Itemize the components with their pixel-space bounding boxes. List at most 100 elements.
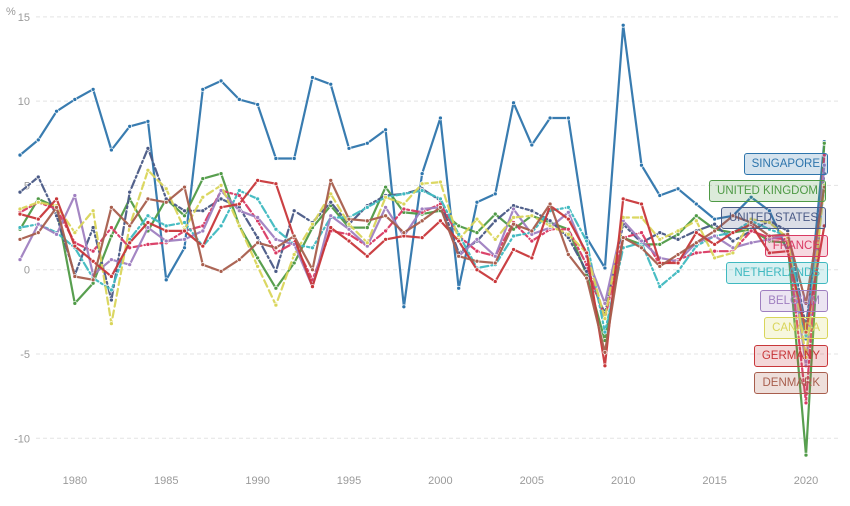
data-point xyxy=(602,329,608,335)
data-point xyxy=(17,206,23,212)
data-point xyxy=(401,191,407,197)
x-tick-label: 1995 xyxy=(337,475,361,487)
x-tick-label: 1980 xyxy=(63,475,87,487)
data-point xyxy=(90,86,96,92)
data-point xyxy=(456,223,462,229)
series-canada xyxy=(17,167,827,360)
legend-label: SINGAPORE xyxy=(743,153,828,175)
y-tick-label: 0 xyxy=(24,265,30,277)
data-point xyxy=(200,228,206,234)
data-point xyxy=(182,213,187,219)
data-point xyxy=(383,184,388,190)
data-point xyxy=(693,230,699,235)
series-line xyxy=(18,179,826,354)
data-point xyxy=(712,242,717,247)
data-point xyxy=(182,228,187,234)
data-point xyxy=(547,115,553,121)
data-point xyxy=(346,216,352,222)
data-point xyxy=(328,199,334,205)
data-point xyxy=(109,297,114,303)
data-point xyxy=(109,233,114,239)
data-point xyxy=(236,201,242,207)
x-tick-label: 2010 xyxy=(611,475,635,487)
data-point xyxy=(511,215,516,220)
data-point xyxy=(639,215,644,220)
data-point xyxy=(566,115,571,121)
data-point xyxy=(438,218,443,224)
data-point xyxy=(419,206,425,212)
data-point xyxy=(310,75,315,80)
data-point xyxy=(620,196,626,202)
x-tick-label: 1990 xyxy=(245,475,269,487)
data-point xyxy=(346,221,352,227)
data-point xyxy=(218,269,224,274)
data-point xyxy=(218,78,224,84)
data-point xyxy=(438,115,443,121)
data-point xyxy=(200,86,206,92)
data-point xyxy=(291,156,297,161)
data-point xyxy=(529,238,535,244)
data-point xyxy=(712,228,717,234)
data-point xyxy=(145,196,151,202)
data-point xyxy=(273,156,279,161)
data-point xyxy=(72,243,78,249)
data-point xyxy=(273,226,279,232)
data-point xyxy=(145,213,151,219)
data-point xyxy=(748,220,754,225)
data-point xyxy=(547,218,553,224)
data-point xyxy=(54,196,59,202)
data-point xyxy=(492,191,498,197)
data-point xyxy=(90,248,96,254)
data-point xyxy=(620,22,626,28)
data-point xyxy=(748,194,754,200)
data-point xyxy=(803,329,809,335)
data-point xyxy=(218,223,224,229)
legend-label: UNITED STATES xyxy=(720,207,826,229)
data-point xyxy=(767,208,772,214)
data-point xyxy=(90,258,96,264)
data-point xyxy=(693,213,699,219)
data-point xyxy=(182,208,187,214)
data-point xyxy=(328,178,334,183)
data-point xyxy=(584,250,590,256)
data-point xyxy=(511,206,516,212)
data-point xyxy=(255,255,260,261)
data-point xyxy=(547,201,553,207)
data-point xyxy=(291,208,297,214)
data-point xyxy=(291,233,297,239)
data-point xyxy=(236,97,242,102)
data-point xyxy=(72,301,78,306)
data-point xyxy=(511,247,516,252)
x-tick-label: 2020 xyxy=(794,475,818,487)
data-point xyxy=(109,147,114,153)
data-point xyxy=(438,179,443,185)
data-point xyxy=(602,265,608,271)
data-point xyxy=(492,211,498,217)
data-point xyxy=(273,181,279,187)
data-point xyxy=(511,233,516,239)
data-point xyxy=(474,216,480,222)
data-point xyxy=(346,226,352,232)
data-point xyxy=(273,237,279,242)
data-point xyxy=(145,119,151,124)
data-point xyxy=(346,238,352,244)
data-point xyxy=(675,252,681,257)
data-point xyxy=(364,240,370,246)
data-point xyxy=(401,230,407,235)
data-point xyxy=(730,230,736,235)
data-point xyxy=(474,258,480,264)
data-point xyxy=(255,263,260,269)
data-point xyxy=(456,253,462,259)
data-point xyxy=(492,253,498,259)
data-point xyxy=(620,235,626,241)
x-tick-label: 2000 xyxy=(428,475,452,487)
data-point xyxy=(675,269,681,274)
data-point xyxy=(127,223,133,229)
data-point xyxy=(364,253,370,259)
data-point xyxy=(109,257,114,262)
data-point xyxy=(748,240,754,246)
data-point xyxy=(639,201,644,207)
data-point xyxy=(72,230,78,235)
